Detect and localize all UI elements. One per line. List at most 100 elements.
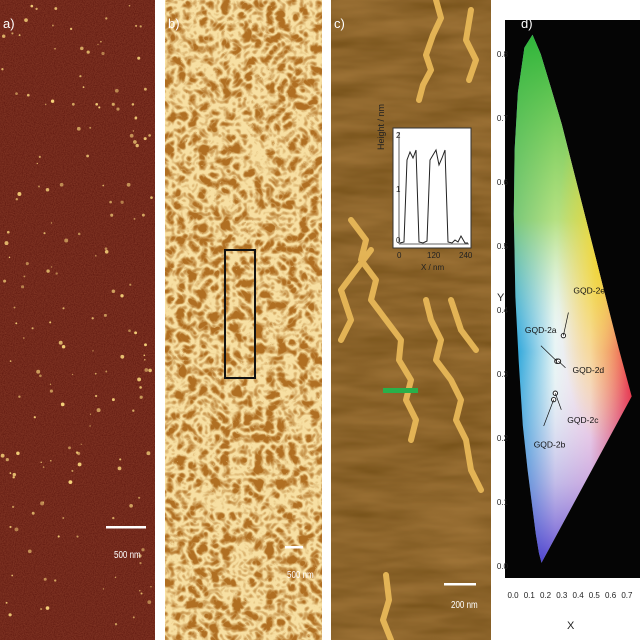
afm-dot — [131, 103, 135, 106]
afm-dot — [62, 517, 65, 519]
cie-point-gqd-2b — [551, 396, 557, 403]
afm-image-panel-c: c) 200 nm Height / nm 2 1 0 0 120 240 X … — [331, 0, 491, 640]
afm-dot — [129, 133, 134, 138]
afm-dot — [5, 457, 9, 462]
afm-dot — [18, 395, 21, 398]
afm-dot — [76, 126, 81, 131]
afm-dot — [44, 103, 47, 106]
afm-dot — [110, 213, 114, 217]
afm-dot — [69, 27, 73, 31]
afm-dot — [9, 525, 12, 529]
afm-dot — [26, 93, 30, 97]
cie-point-leader — [543, 399, 555, 427]
afm-dot — [31, 327, 34, 330]
x-tick-label: 0.1 — [524, 591, 536, 600]
afm-dot — [94, 372, 97, 375]
afm-dot — [92, 350, 94, 352]
afm-dot — [89, 425, 91, 427]
afm-dot — [96, 408, 101, 413]
afm-dot — [11, 574, 14, 577]
x-tick-label: 0.3 — [556, 591, 568, 600]
afm-dot — [54, 47, 56, 50]
afm-dot — [132, 130, 135, 132]
panel-label-b: b) — [168, 16, 180, 31]
zoom-region-box — [224, 249, 256, 379]
afm-dot — [138, 496, 141, 499]
afm-dot — [133, 140, 137, 144]
afm-dot — [150, 586, 152, 588]
afm-dot — [140, 592, 143, 595]
afm-dot — [129, 503, 133, 508]
cie-point-label: GQD-2b — [534, 440, 566, 450]
afm-image-a — [0, 0, 155, 640]
afm-dot — [49, 383, 52, 385]
afm-dot — [80, 46, 84, 51]
afm-dot — [17, 192, 22, 196]
afm-dot — [40, 608, 43, 610]
afm-dot — [116, 107, 120, 111]
afm-dot — [36, 162, 38, 165]
afm-dot — [5, 601, 8, 604]
afm-dot — [79, 75, 82, 78]
afm-dot — [94, 254, 97, 257]
afm-dot — [143, 354, 146, 357]
afm-dot — [98, 106, 101, 109]
afm-dot — [111, 289, 116, 294]
x-tick-label: 0.6 — [605, 591, 617, 600]
afm-dot — [117, 466, 122, 471]
afm-dot — [36, 369, 41, 374]
afm-dot — [139, 386, 142, 389]
afm-dot — [58, 340, 63, 345]
afm-image-b — [165, 0, 322, 640]
y-tick-label: 0.7 — [497, 114, 509, 123]
afm-dot — [100, 40, 102, 43]
afm-dot — [104, 250, 109, 254]
afm-dot — [119, 458, 122, 461]
y-tick-label: 0.2 — [497, 434, 509, 443]
cie-point-label: GQD-2a — [525, 325, 557, 335]
y-tick-label: 0.0 — [497, 562, 509, 571]
afm-dot — [134, 116, 138, 119]
afm-dot — [15, 197, 19, 201]
y-tick-label: 0.4 — [497, 306, 509, 315]
afm-dot — [11, 32, 14, 35]
afm-dot — [45, 606, 50, 610]
afm-dot — [133, 217, 136, 220]
y-tick-label: 0.5 — [497, 242, 509, 251]
y-tick-label: 0.8 — [497, 50, 509, 59]
x-tick-label: 0.0 — [507, 591, 519, 600]
afm-dot — [38, 155, 41, 158]
inset-xtick-2: 240 — [459, 251, 473, 260]
y-tick-label: 0.1 — [497, 498, 509, 507]
afm-dot — [139, 590, 141, 592]
cie-diagram: 0.0 0.1 0.2 0.3 0.4 0.5 0.6 0.7 0.0 0.1 0.2 0.3 0.4 0… — [497, 20, 640, 600]
panel-label-c: c) — [334, 16, 345, 31]
afm-dot — [91, 317, 94, 320]
afm-dot — [148, 368, 152, 373]
afm-dot — [12, 505, 15, 508]
scale-bar-c — [444, 583, 476, 586]
afm-image-c — [331, 0, 491, 640]
afm-dot — [23, 337, 25, 339]
afm-dot — [42, 466, 45, 468]
afm-dot — [51, 24, 54, 27]
afm-dot — [71, 373, 74, 376]
afm-dot — [71, 469, 74, 472]
afm-dot — [114, 576, 117, 579]
afm-dot — [97, 43, 99, 46]
afm-dot — [89, 413, 92, 415]
afm-dot — [114, 88, 119, 93]
afm-dot — [43, 577, 47, 581]
afm-dot — [18, 34, 21, 37]
afm-dot — [35, 7, 38, 11]
afm-dot — [50, 266, 53, 268]
y-tick-label: 0.3 — [497, 370, 509, 379]
afm-dot — [2, 34, 6, 38]
afm-dot — [16, 451, 20, 456]
cie-point-leader — [554, 393, 562, 410]
afm-dot — [61, 344, 66, 349]
y-tick-label: 0.6 — [497, 178, 509, 187]
cie-gamut-fill — [513, 34, 632, 563]
afm-dot — [1, 68, 4, 71]
panel-label-d: d) — [521, 16, 533, 31]
